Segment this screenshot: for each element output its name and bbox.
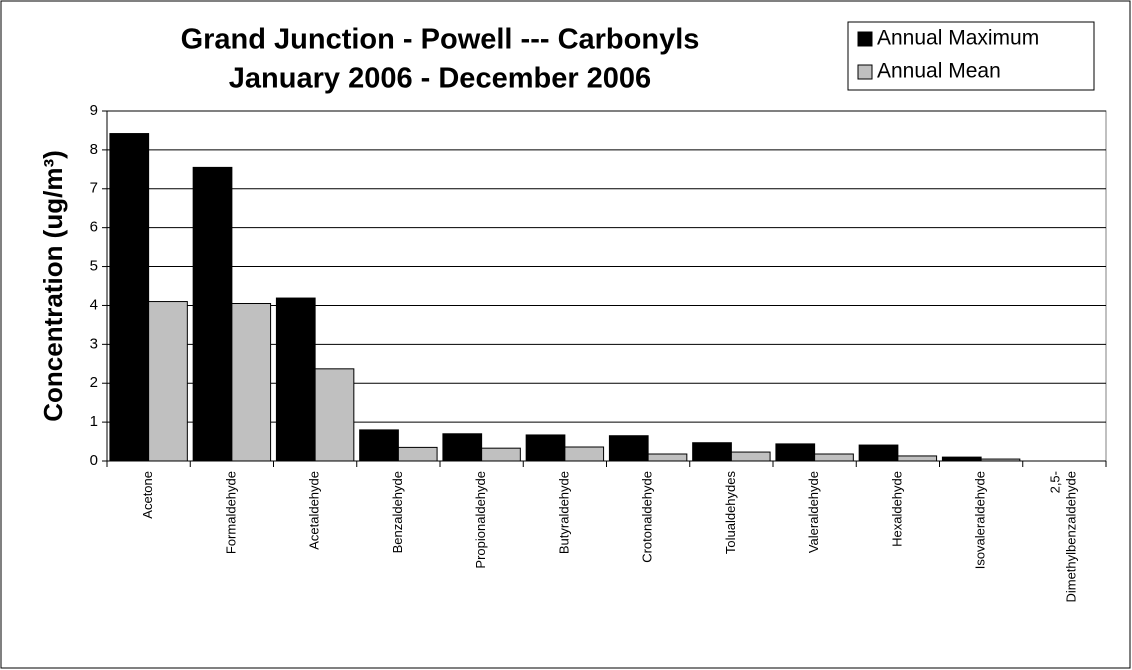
chart-title: Grand Junction - Powell --- Carbonyls	[181, 24, 700, 56]
x-tick-label: Isovaleraldehyde	[973, 471, 988, 569]
x-tick-label: Hexaldehyde	[889, 471, 904, 547]
chart-subtitle: January 2006 - December 2006	[229, 63, 651, 95]
bar	[397, 446, 438, 462]
x-tick-label: 2,5-Dimethylbenzaldehyde	[1048, 471, 1079, 603]
y-tick-label: 1	[90, 413, 98, 430]
y-tick-label: 2	[90, 374, 98, 391]
bar	[314, 368, 355, 462]
bar	[775, 443, 816, 462]
x-tick-label: Crotonaldehyde	[640, 471, 655, 563]
x-tick-label: Acetone	[140, 471, 155, 519]
bar	[608, 435, 649, 462]
y-tick-label: 8	[90, 141, 98, 158]
bar	[941, 456, 982, 462]
y-tick-label: 4	[90, 296, 98, 313]
bar	[564, 446, 605, 462]
y-axis-label: Concentration (ug/m³)	[38, 150, 68, 422]
bar	[442, 433, 483, 462]
bar	[814, 453, 854, 462]
y-tick-label: 9	[90, 102, 98, 119]
bar	[231, 303, 272, 462]
x-tick-label: Propionaldehyde	[473, 471, 488, 569]
x-tick-label: Formaldehyde	[223, 471, 238, 554]
y-tick-label: 7	[90, 180, 98, 197]
bar	[858, 444, 899, 462]
y-tick-label: 6	[90, 219, 98, 236]
y-tick-label: 0	[90, 452, 98, 469]
bar	[148, 301, 188, 462]
legend-label: Annual Mean	[877, 60, 1001, 83]
bar	[980, 458, 1021, 462]
bar	[525, 434, 566, 462]
legend-box	[847, 21, 1095, 91]
bar	[109, 133, 150, 462]
x-tick-label: Acetaldehyde	[307, 471, 322, 550]
bar	[730, 451, 771, 462]
bar	[647, 453, 688, 462]
legend-label: Annual Maximum	[877, 27, 1039, 50]
y-tick-label: 5	[90, 258, 98, 275]
bar	[359, 429, 399, 462]
x-tick-label: Butyraldehyde	[556, 471, 571, 554]
legend-swatch	[857, 31, 873, 47]
bar	[275, 297, 316, 462]
legend-swatch	[857, 64, 873, 80]
bar	[192, 166, 233, 462]
y-tick-label: 3	[90, 335, 98, 352]
bar	[897, 455, 938, 462]
x-tick-label: Valeraldehyde	[806, 471, 821, 553]
bar	[692, 442, 732, 462]
x-tick-label: Benzaldehyde	[390, 471, 405, 553]
x-tick-label: Tolualdehydes	[723, 471, 738, 555]
bar	[481, 447, 521, 462]
